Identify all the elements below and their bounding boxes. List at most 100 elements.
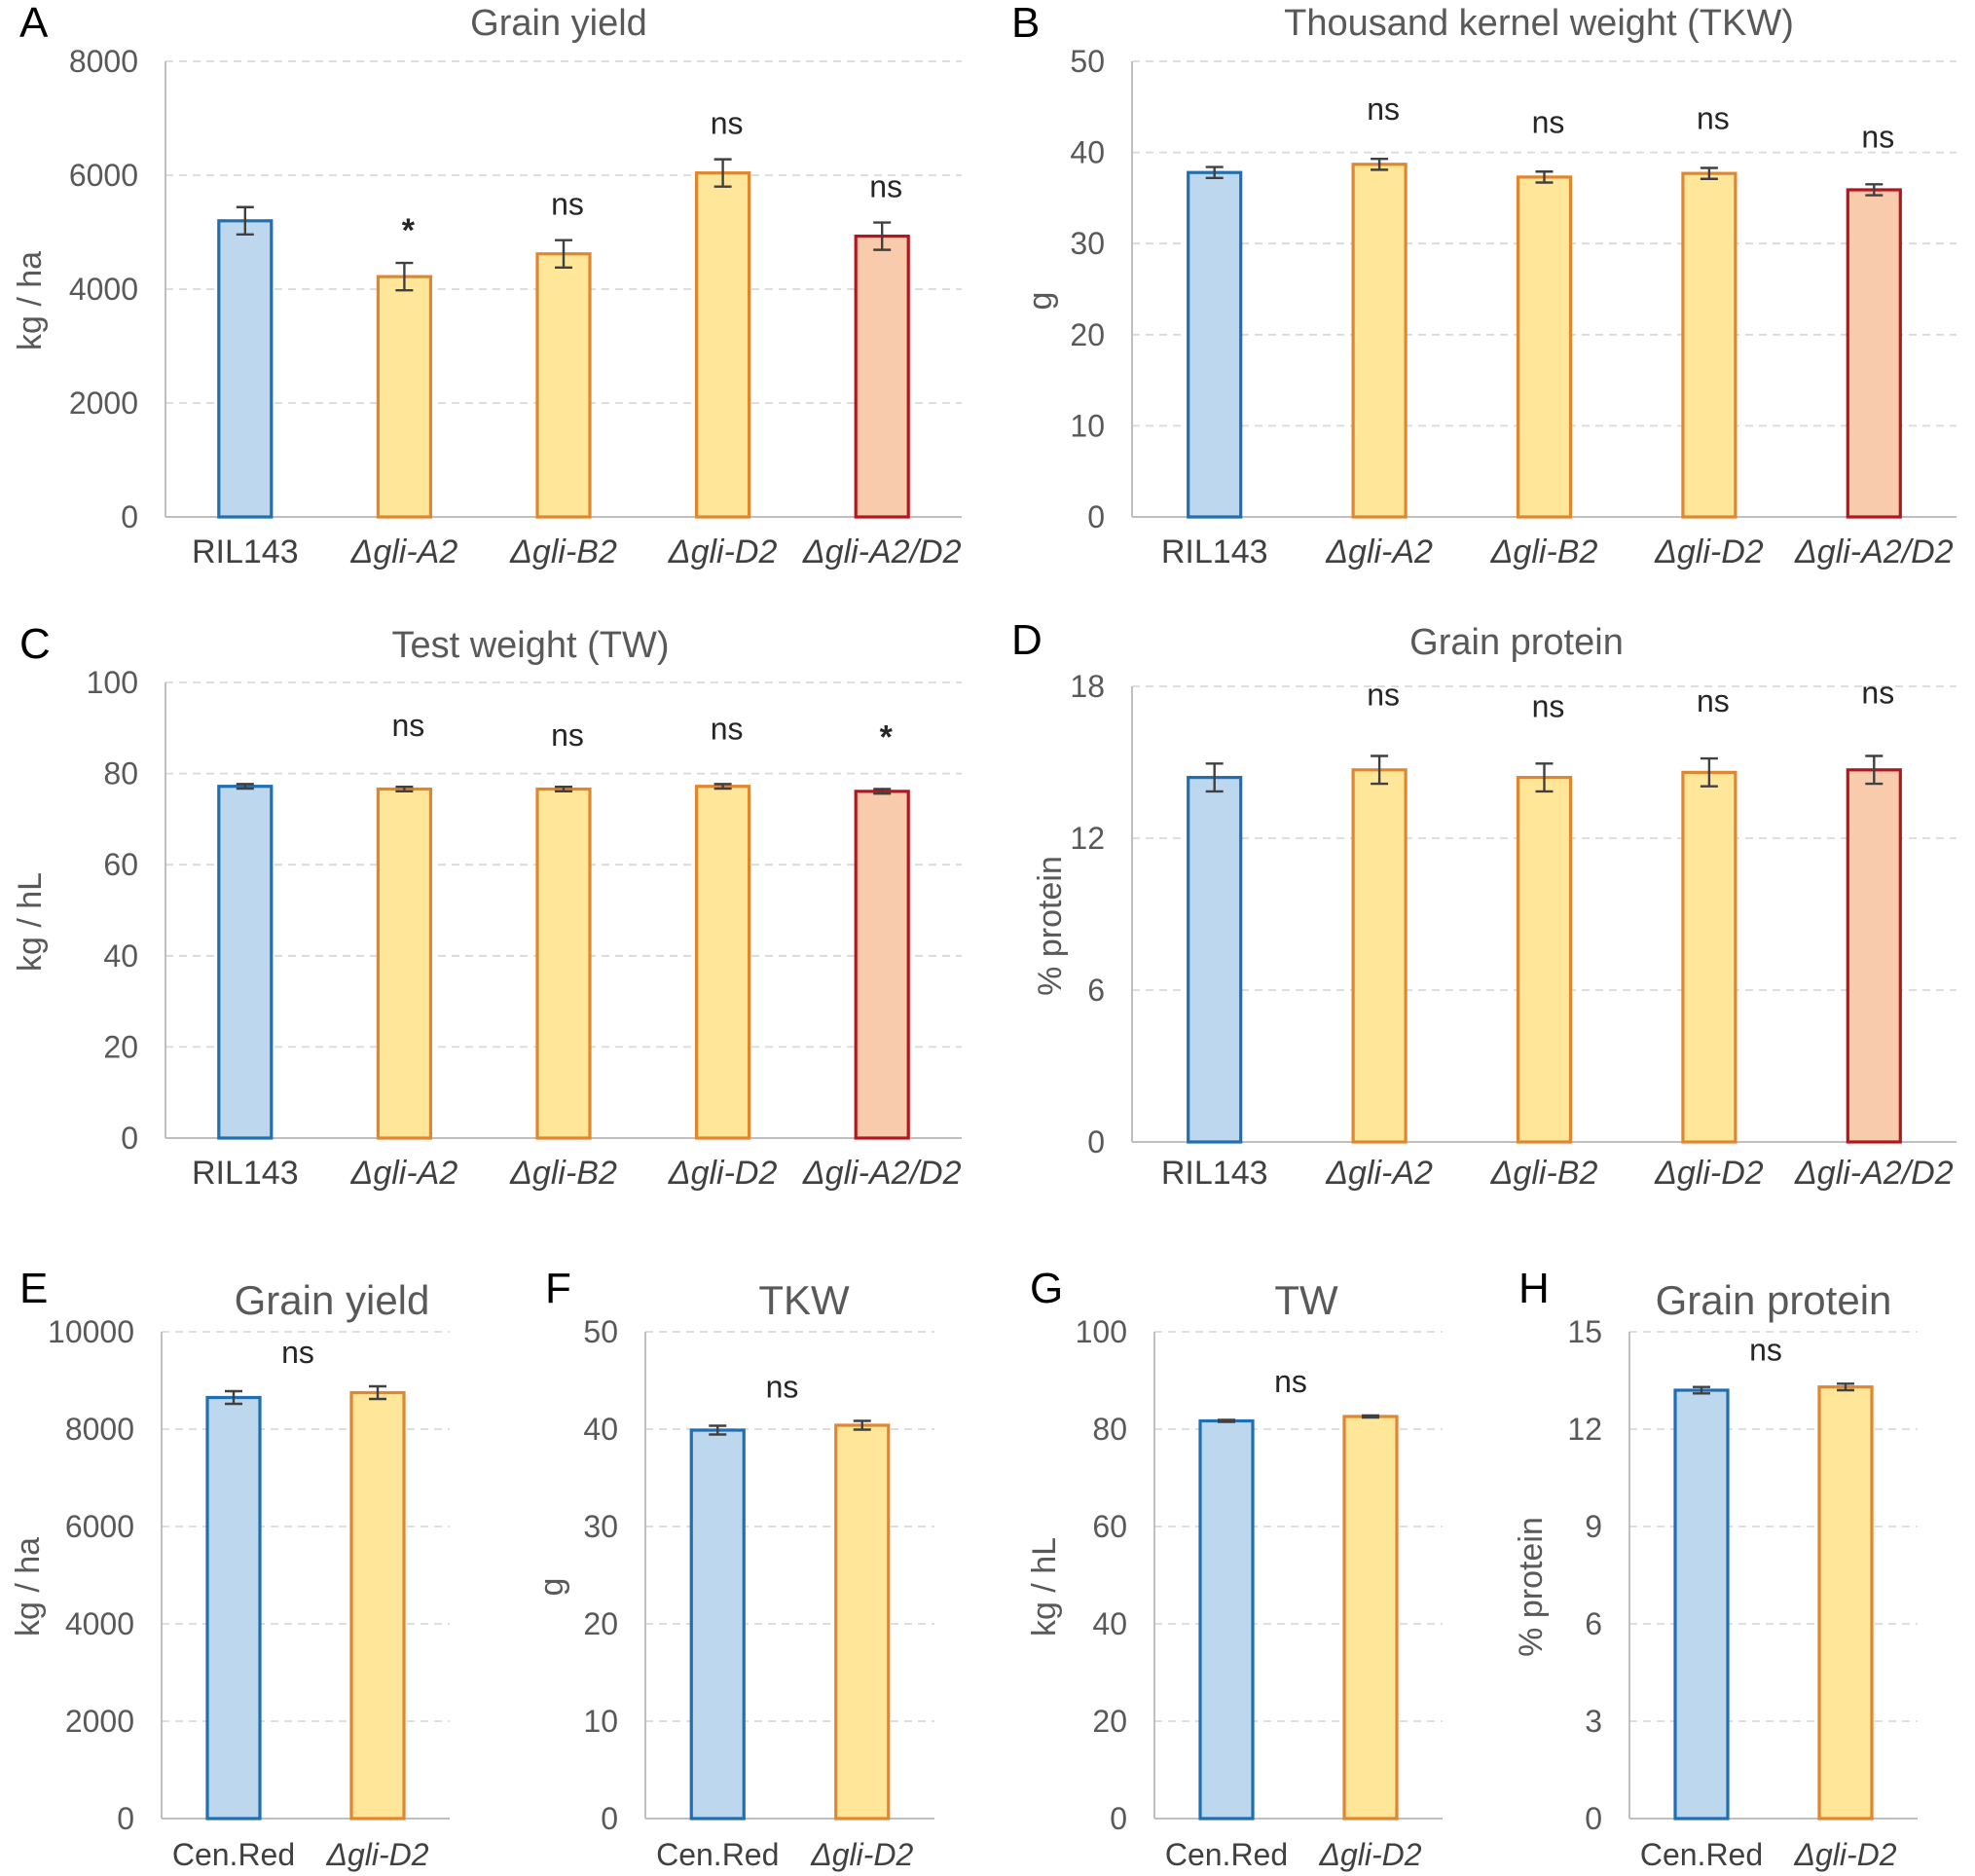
y-tick-label: 100 xyxy=(87,665,138,700)
chart-title: Thousand kernel weight (TKW) xyxy=(1284,3,1794,44)
y-tick-label: 3 xyxy=(1585,1704,1602,1739)
significance-label: * xyxy=(402,212,416,249)
panel-letter: D xyxy=(1011,616,1042,664)
x-tick-label: Δgli-A2/D2 xyxy=(1794,533,1954,570)
x-tick-label: Δgli-B2 xyxy=(509,1155,617,1192)
significance-label: ns xyxy=(869,169,902,204)
y-tick-label: 0 xyxy=(601,1801,618,1836)
x-tick-label: Δgli-A2/D2 xyxy=(802,1155,962,1192)
bar xyxy=(694,785,751,1140)
panel-letter: B xyxy=(1011,0,1040,47)
chart-title: Test weight (TW) xyxy=(391,625,669,666)
x-tick-label: Δgli-D2 xyxy=(810,1837,913,1872)
y-tick-label: 20 xyxy=(1092,1704,1127,1739)
bar xyxy=(1681,770,1737,1144)
y-tick-label: 4000 xyxy=(65,1606,134,1641)
y-tick-label: 10000 xyxy=(48,1314,134,1349)
significance-label: ns xyxy=(1861,676,1894,711)
y-axis-label: g xyxy=(533,1578,570,1597)
x-tick-label: Cen.Red xyxy=(1640,1837,1763,1872)
bar xyxy=(1817,1385,1874,1821)
bar xyxy=(1681,171,1737,519)
x-tick-label: Δgli-A2 xyxy=(350,533,458,570)
y-tick-label: 30 xyxy=(583,1509,618,1544)
significance-label: ns xyxy=(1749,1332,1782,1367)
y-tick-label: 6 xyxy=(1087,973,1105,1008)
y-tick-label: 50 xyxy=(1070,44,1105,79)
y-tick-label: 20 xyxy=(583,1606,618,1641)
y-tick-label: 12 xyxy=(1070,821,1105,856)
bar xyxy=(349,1390,406,1821)
bar xyxy=(1187,775,1243,1144)
bar xyxy=(535,787,592,1140)
y-tick-label: 10 xyxy=(1070,408,1105,443)
y-tick-label: 18 xyxy=(1070,669,1105,704)
x-tick-label: Δgli-D2 xyxy=(1318,1837,1421,1872)
y-axis-label: % protein xyxy=(1513,1517,1550,1657)
panel-d: D Grain protein 0 6 12 18 % protein RIL143 Δgli-… xyxy=(1011,616,1957,1192)
y-axis-label: kg / hL xyxy=(12,872,49,972)
y-tick-label: 0 xyxy=(1087,499,1105,534)
y-tick-label: 60 xyxy=(1092,1509,1127,1544)
bar xyxy=(1673,1388,1730,1821)
y-tick-label: 4000 xyxy=(69,272,138,307)
panel-letter: C xyxy=(19,620,51,668)
panel-h: H Grain protein 0 3 6 9 12 15 % protein Cen.Red Δg… xyxy=(1513,1265,1918,1872)
chart-title: Grain protein xyxy=(1656,1277,1892,1323)
y-axis-label: % protein xyxy=(1032,856,1069,996)
y-tick-label: 80 xyxy=(1092,1412,1127,1447)
y-tick-label: 0 xyxy=(121,1121,138,1156)
chart-title: TKW xyxy=(758,1277,850,1323)
panel-letter: H xyxy=(1518,1265,1550,1312)
y-axis-label: kg / hL xyxy=(1026,1537,1063,1637)
y-tick-label: 0 xyxy=(1110,1801,1127,1836)
significance-label: ns xyxy=(281,1335,314,1370)
significance-label: ns xyxy=(1274,1364,1307,1399)
x-tick-label: Δgli-A2 xyxy=(1325,1155,1433,1192)
significance-label: ns xyxy=(766,1370,799,1405)
y-tick-label: 0 xyxy=(1585,1801,1602,1836)
y-tick-label: 6000 xyxy=(69,158,138,193)
y-tick-label: 40 xyxy=(103,938,138,974)
significance-label: ns xyxy=(1861,119,1894,154)
x-tick-label: Δgli-D2 xyxy=(668,533,778,570)
significance-label: ns xyxy=(1532,104,1565,139)
panel-letter: F xyxy=(545,1265,571,1312)
y-tick-label: 0 xyxy=(121,499,138,534)
x-tick-label: Δgli-A2 xyxy=(350,1155,458,1192)
bar xyxy=(1198,1418,1255,1821)
bar xyxy=(1516,175,1573,519)
bar xyxy=(694,171,751,519)
significance-label: * xyxy=(880,719,894,756)
y-tick-label: 20 xyxy=(1070,317,1105,352)
x-tick-label: Δgli-B2 xyxy=(1490,1155,1598,1192)
bar xyxy=(1846,188,1902,519)
y-tick-label: 6000 xyxy=(65,1509,134,1544)
panel-b: B Thousand kernel weight (TKW) 0 10 20 30 40 50… xyxy=(1011,0,1957,570)
bar xyxy=(217,219,274,519)
x-tick-label: Δgli-B2 xyxy=(509,533,617,570)
y-tick-label: 15 xyxy=(1567,1314,1602,1349)
x-tick-label: Δgli-B2 xyxy=(1490,533,1598,570)
panel-a: A Grain yield 0 2000 4000 6000 8000 kg / ha RIL1… xyxy=(12,0,962,570)
y-tick-label: 30 xyxy=(1070,226,1105,261)
y-tick-label: 8000 xyxy=(69,44,138,79)
significance-label: ns xyxy=(1367,92,1400,127)
chart-title: TW xyxy=(1274,1277,1338,1323)
panel-letter: A xyxy=(19,0,49,47)
y-tick-label: 0 xyxy=(117,1801,134,1836)
panel-g: G TW 0 20 40 60 80 100 kg / hL Cen.Red Δgli-D2 ns xyxy=(1026,1265,1443,1872)
bar xyxy=(1846,768,1902,1144)
bar xyxy=(689,1428,746,1821)
x-tick-label: Δgli-D2 xyxy=(1654,533,1764,570)
bar xyxy=(376,787,432,1140)
bar xyxy=(1351,163,1408,519)
x-tick-label: Δgli-D2 xyxy=(1793,1837,1896,1872)
y-tick-label: 2000 xyxy=(69,386,138,421)
bar xyxy=(834,1423,891,1821)
x-tick-label: Cen.Red xyxy=(172,1837,295,1872)
significance-label: ns xyxy=(551,187,584,222)
y-tick-label: 8000 xyxy=(65,1412,134,1447)
y-tick-label: 40 xyxy=(583,1412,618,1447)
